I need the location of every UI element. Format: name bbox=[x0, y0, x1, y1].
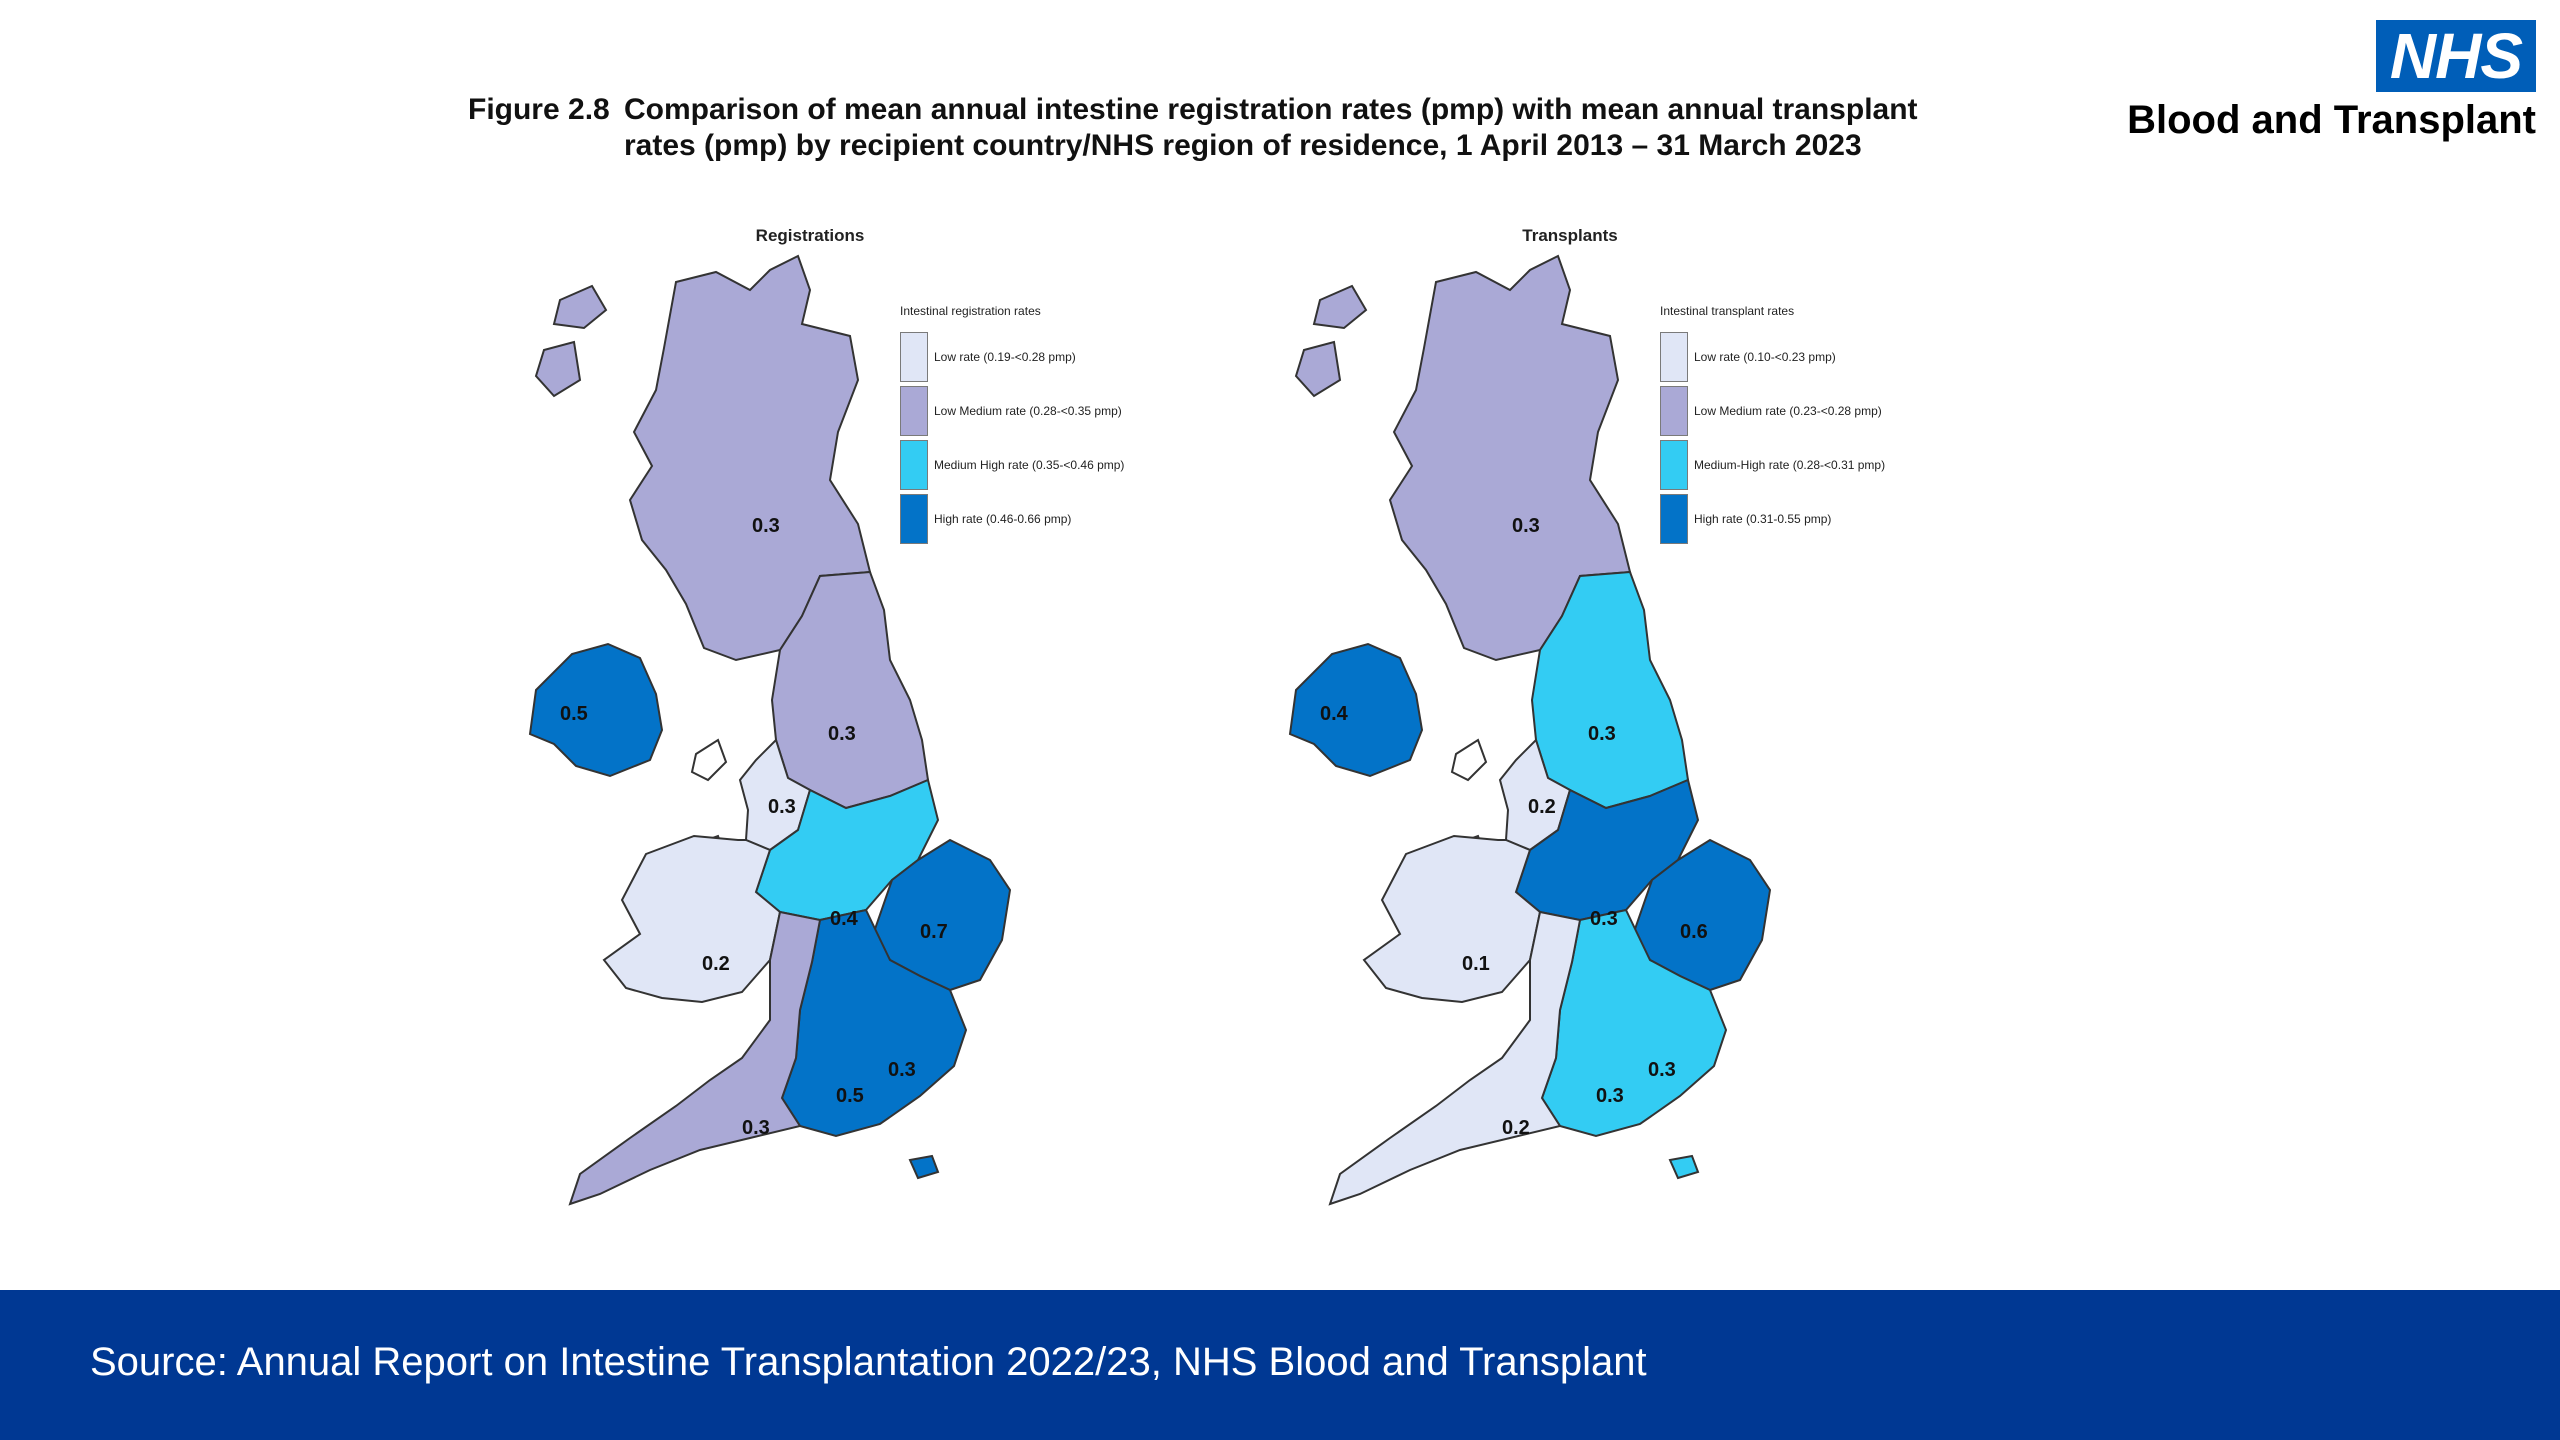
legend-item-high: High rate (0.46-0.66 pmp) bbox=[900, 492, 1124, 546]
registrations-uk-map: 0.3 0.5 0.3 0.3 0.2 0.4 0.7 0.3 0.5 0.3 bbox=[528, 254, 1012, 1206]
region-wales bbox=[1362, 834, 1542, 1004]
label-north-west: 0.2 bbox=[1528, 796, 1556, 818]
label-east-of-england: 0.7 bbox=[920, 921, 948, 943]
transplants-uk-map: 0.3 0.4 0.3 0.2 0.1 0.3 0.6 0.3 0.3 0.2 bbox=[1288, 254, 1772, 1206]
label-north-east-yorkshire: 0.3 bbox=[828, 723, 856, 745]
label-midlands: 0.4 bbox=[830, 908, 859, 930]
legend-swatch bbox=[1660, 440, 1688, 490]
legend-label: High rate (0.31-0.55 pmp) bbox=[1694, 512, 1832, 526]
legend-title: Intestinal registration rates bbox=[900, 304, 1041, 318]
region-northern-ireland bbox=[528, 642, 664, 778]
transplants-map-panel: Transplants 0.3 0.4 0.3 0.2 0.1 0.3 0.6 … bbox=[1240, 220, 2000, 1240]
legend-item-medium-high: Medium-High rate (0.28-<0.31 pmp) bbox=[1660, 438, 1885, 492]
label-london: 0.3 bbox=[888, 1059, 916, 1081]
label-south-west: 0.3 bbox=[742, 1117, 770, 1139]
western-isles-shape bbox=[534, 340, 582, 398]
legend-label: Low rate (0.19-<0.28 pmp) bbox=[934, 350, 1076, 364]
isle-of-man-shape bbox=[1450, 738, 1488, 782]
outer-hebrides-shape bbox=[1312, 284, 1368, 330]
region-wales bbox=[602, 834, 782, 1004]
label-east-of-england: 0.6 bbox=[1680, 921, 1708, 943]
label-midlands: 0.3 bbox=[1590, 908, 1618, 930]
legend-item-medium-high: Medium High rate (0.35-<0.46 pmp) bbox=[900, 438, 1124, 492]
legend-swatch bbox=[900, 440, 928, 490]
figure-number: Figure 2.8 bbox=[468, 93, 610, 126]
legend-swatch bbox=[900, 494, 928, 544]
legend-swatch bbox=[1660, 494, 1688, 544]
legend-swatch bbox=[900, 332, 928, 382]
isle-of-man-shape bbox=[690, 738, 728, 782]
legend-label: Medium-High rate (0.28-<0.31 pmp) bbox=[1694, 458, 1886, 472]
legend-label: Low rate (0.10-<0.23 pmp) bbox=[1694, 350, 1836, 364]
label-london: 0.3 bbox=[1648, 1059, 1676, 1081]
transplants-legend: Intestinal transplant rates Low rate (0.… bbox=[1660, 304, 1885, 546]
legend-label: Medium High rate (0.35-<0.46 pmp) bbox=[934, 458, 1125, 472]
registrations-legend: Intestinal registration rates Low rate (… bbox=[900, 304, 1124, 546]
label-northern-ireland: 0.4 bbox=[1320, 703, 1349, 725]
legend-item-low-medium: Low Medium rate (0.23-<0.28 pmp) bbox=[1660, 384, 1885, 438]
legend-item-low: Low rate (0.19-<0.28 pmp) bbox=[900, 330, 1124, 384]
label-south-west: 0.2 bbox=[1502, 1117, 1530, 1139]
label-scotland: 0.3 bbox=[1512, 515, 1540, 537]
legend-item-low-medium: Low Medium rate (0.28-<0.35 pmp) bbox=[900, 384, 1124, 438]
label-scotland: 0.3 bbox=[752, 515, 780, 537]
label-north-east-yorkshire: 0.3 bbox=[1588, 723, 1616, 745]
registrations-map-title: Registrations bbox=[755, 226, 865, 245]
figure-title-text: Comparison of mean annual intestine regi… bbox=[624, 93, 1918, 162]
legend-item-high: High rate (0.31-0.55 pmp) bbox=[1660, 492, 1885, 546]
isle-of-wight-shape bbox=[1668, 1154, 1700, 1180]
legend-title: Intestinal transplant rates bbox=[1660, 304, 1795, 318]
label-northern-ireland: 0.5 bbox=[560, 703, 588, 725]
legend-swatch bbox=[1660, 332, 1688, 382]
source-footer: Source: Annual Report on Intestine Trans… bbox=[0, 1290, 2560, 1440]
region-south-west bbox=[1328, 910, 1582, 1206]
legend-item-low: Low rate (0.10-<0.23 pmp) bbox=[1660, 330, 1885, 384]
legend-swatch bbox=[900, 386, 928, 436]
source-citation: Source: Annual Report on Intestine Trans… bbox=[90, 1340, 1647, 1384]
transplants-map-title: Transplants bbox=[1522, 226, 1618, 245]
outer-hebrides-shape bbox=[552, 284, 608, 330]
label-south-east: 0.5 bbox=[836, 1085, 864, 1107]
nhsbt-logo: NHS Blood and Transplant bbox=[2127, 20, 2536, 143]
legend-label: High rate (0.46-0.66 pmp) bbox=[934, 512, 1072, 526]
label-north-west: 0.3 bbox=[768, 796, 796, 818]
figure-title: Figure 2.8 Comparison of mean annual int… bbox=[468, 92, 1924, 164]
isle-of-wight-shape bbox=[908, 1154, 940, 1180]
label-wales: 0.2 bbox=[702, 953, 730, 975]
region-south-west bbox=[568, 910, 822, 1206]
western-isles-shape bbox=[1294, 340, 1342, 398]
registrations-map-panel: Registrations 0.3 0.5 0.3 0.3 0.2 0.4 0.… bbox=[480, 220, 1240, 1240]
nhs-logo-badge: NHS bbox=[2375, 20, 2536, 92]
logo-organisation-name: Blood and Transplant bbox=[2127, 98, 2536, 142]
legend-label: Low Medium rate (0.28-<0.35 pmp) bbox=[934, 404, 1122, 418]
region-northern-ireland bbox=[1288, 642, 1424, 778]
legend-label: Low Medium rate (0.23-<0.28 pmp) bbox=[1694, 404, 1882, 418]
legend-swatch bbox=[1660, 386, 1688, 436]
label-south-east: 0.3 bbox=[1596, 1085, 1624, 1107]
label-wales: 0.1 bbox=[1462, 953, 1490, 975]
